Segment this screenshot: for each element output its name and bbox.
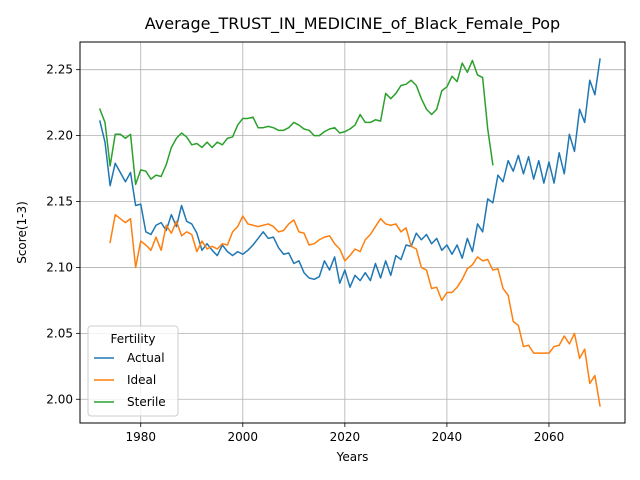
legend-label-sterile: Sterile	[127, 395, 166, 409]
legend: Fertility Actual Ideal Sterile	[87, 325, 179, 417]
series-lines	[98, 58, 601, 407]
legend-box	[87, 325, 179, 417]
series-line-ideal	[109, 213, 601, 407]
y-tick-label: 2.10	[46, 260, 73, 274]
grid-lines	[80, 42, 625, 423]
y-tick-label: 2.15	[46, 195, 73, 209]
x-tick-label: 1980	[125, 430, 156, 444]
axis-ticks: 1980 2000 2020 2040 2060 2.00 2.05 2.10 2.15 2.20…	[46, 63, 564, 444]
series-line-actual	[98, 58, 601, 288]
y-tick-label: 2.00	[46, 392, 73, 406]
x-tick-label: 2000	[228, 430, 259, 444]
chart-title: Average_TRUST_IN_MEDICINE_of_Black_Femal…	[145, 14, 560, 34]
x-tick-label: 2060	[534, 430, 565, 444]
plot-area-frame	[79, 41, 626, 424]
x-tick-label: 2020	[330, 430, 361, 444]
x-axis-label: Years	[336, 450, 369, 464]
legend-title: Fertility	[110, 332, 155, 346]
legend-label-ideal: Ideal	[127, 373, 156, 387]
y-axis-label: Score(1-3)	[15, 201, 29, 264]
y-tick-label: 2.20	[46, 129, 73, 143]
legend-label-actual: Actual	[127, 351, 165, 365]
y-tick-label: 2.25	[46, 63, 73, 77]
series-line-sterile	[98, 59, 494, 186]
y-tick-label: 2.05	[46, 326, 73, 340]
x-tick-label: 2040	[432, 430, 463, 444]
